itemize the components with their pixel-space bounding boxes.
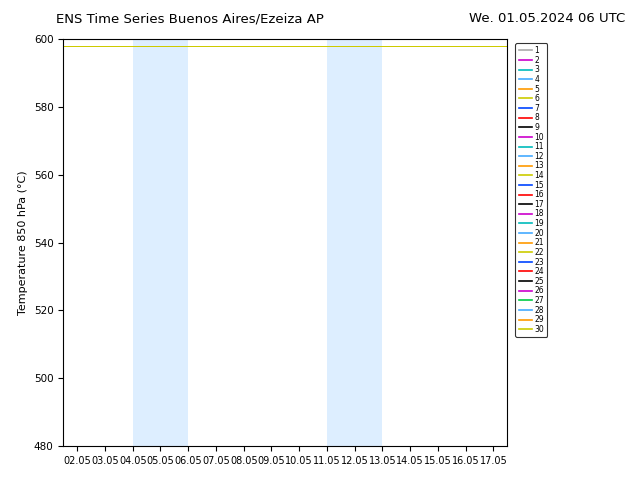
Y-axis label: Temperature 850 hPa (°C): Temperature 850 hPa (°C) <box>18 170 29 315</box>
Legend: 1, 2, 3, 4, 5, 6, 7, 8, 9, 10, 11, 12, 13, 14, 15, 16, 17, 18, 19, 20, 21, 22, 2: 1, 2, 3, 4, 5, 6, 7, 8, 9, 10, 11, 12, 1… <box>515 43 547 337</box>
Text: We. 01.05.2024 06 UTC: We. 01.05.2024 06 UTC <box>469 12 625 25</box>
Bar <box>327 39 382 446</box>
Bar <box>133 39 188 446</box>
Text: ENS Time Series Buenos Aires/Ezeiza AP: ENS Time Series Buenos Aires/Ezeiza AP <box>56 12 324 25</box>
